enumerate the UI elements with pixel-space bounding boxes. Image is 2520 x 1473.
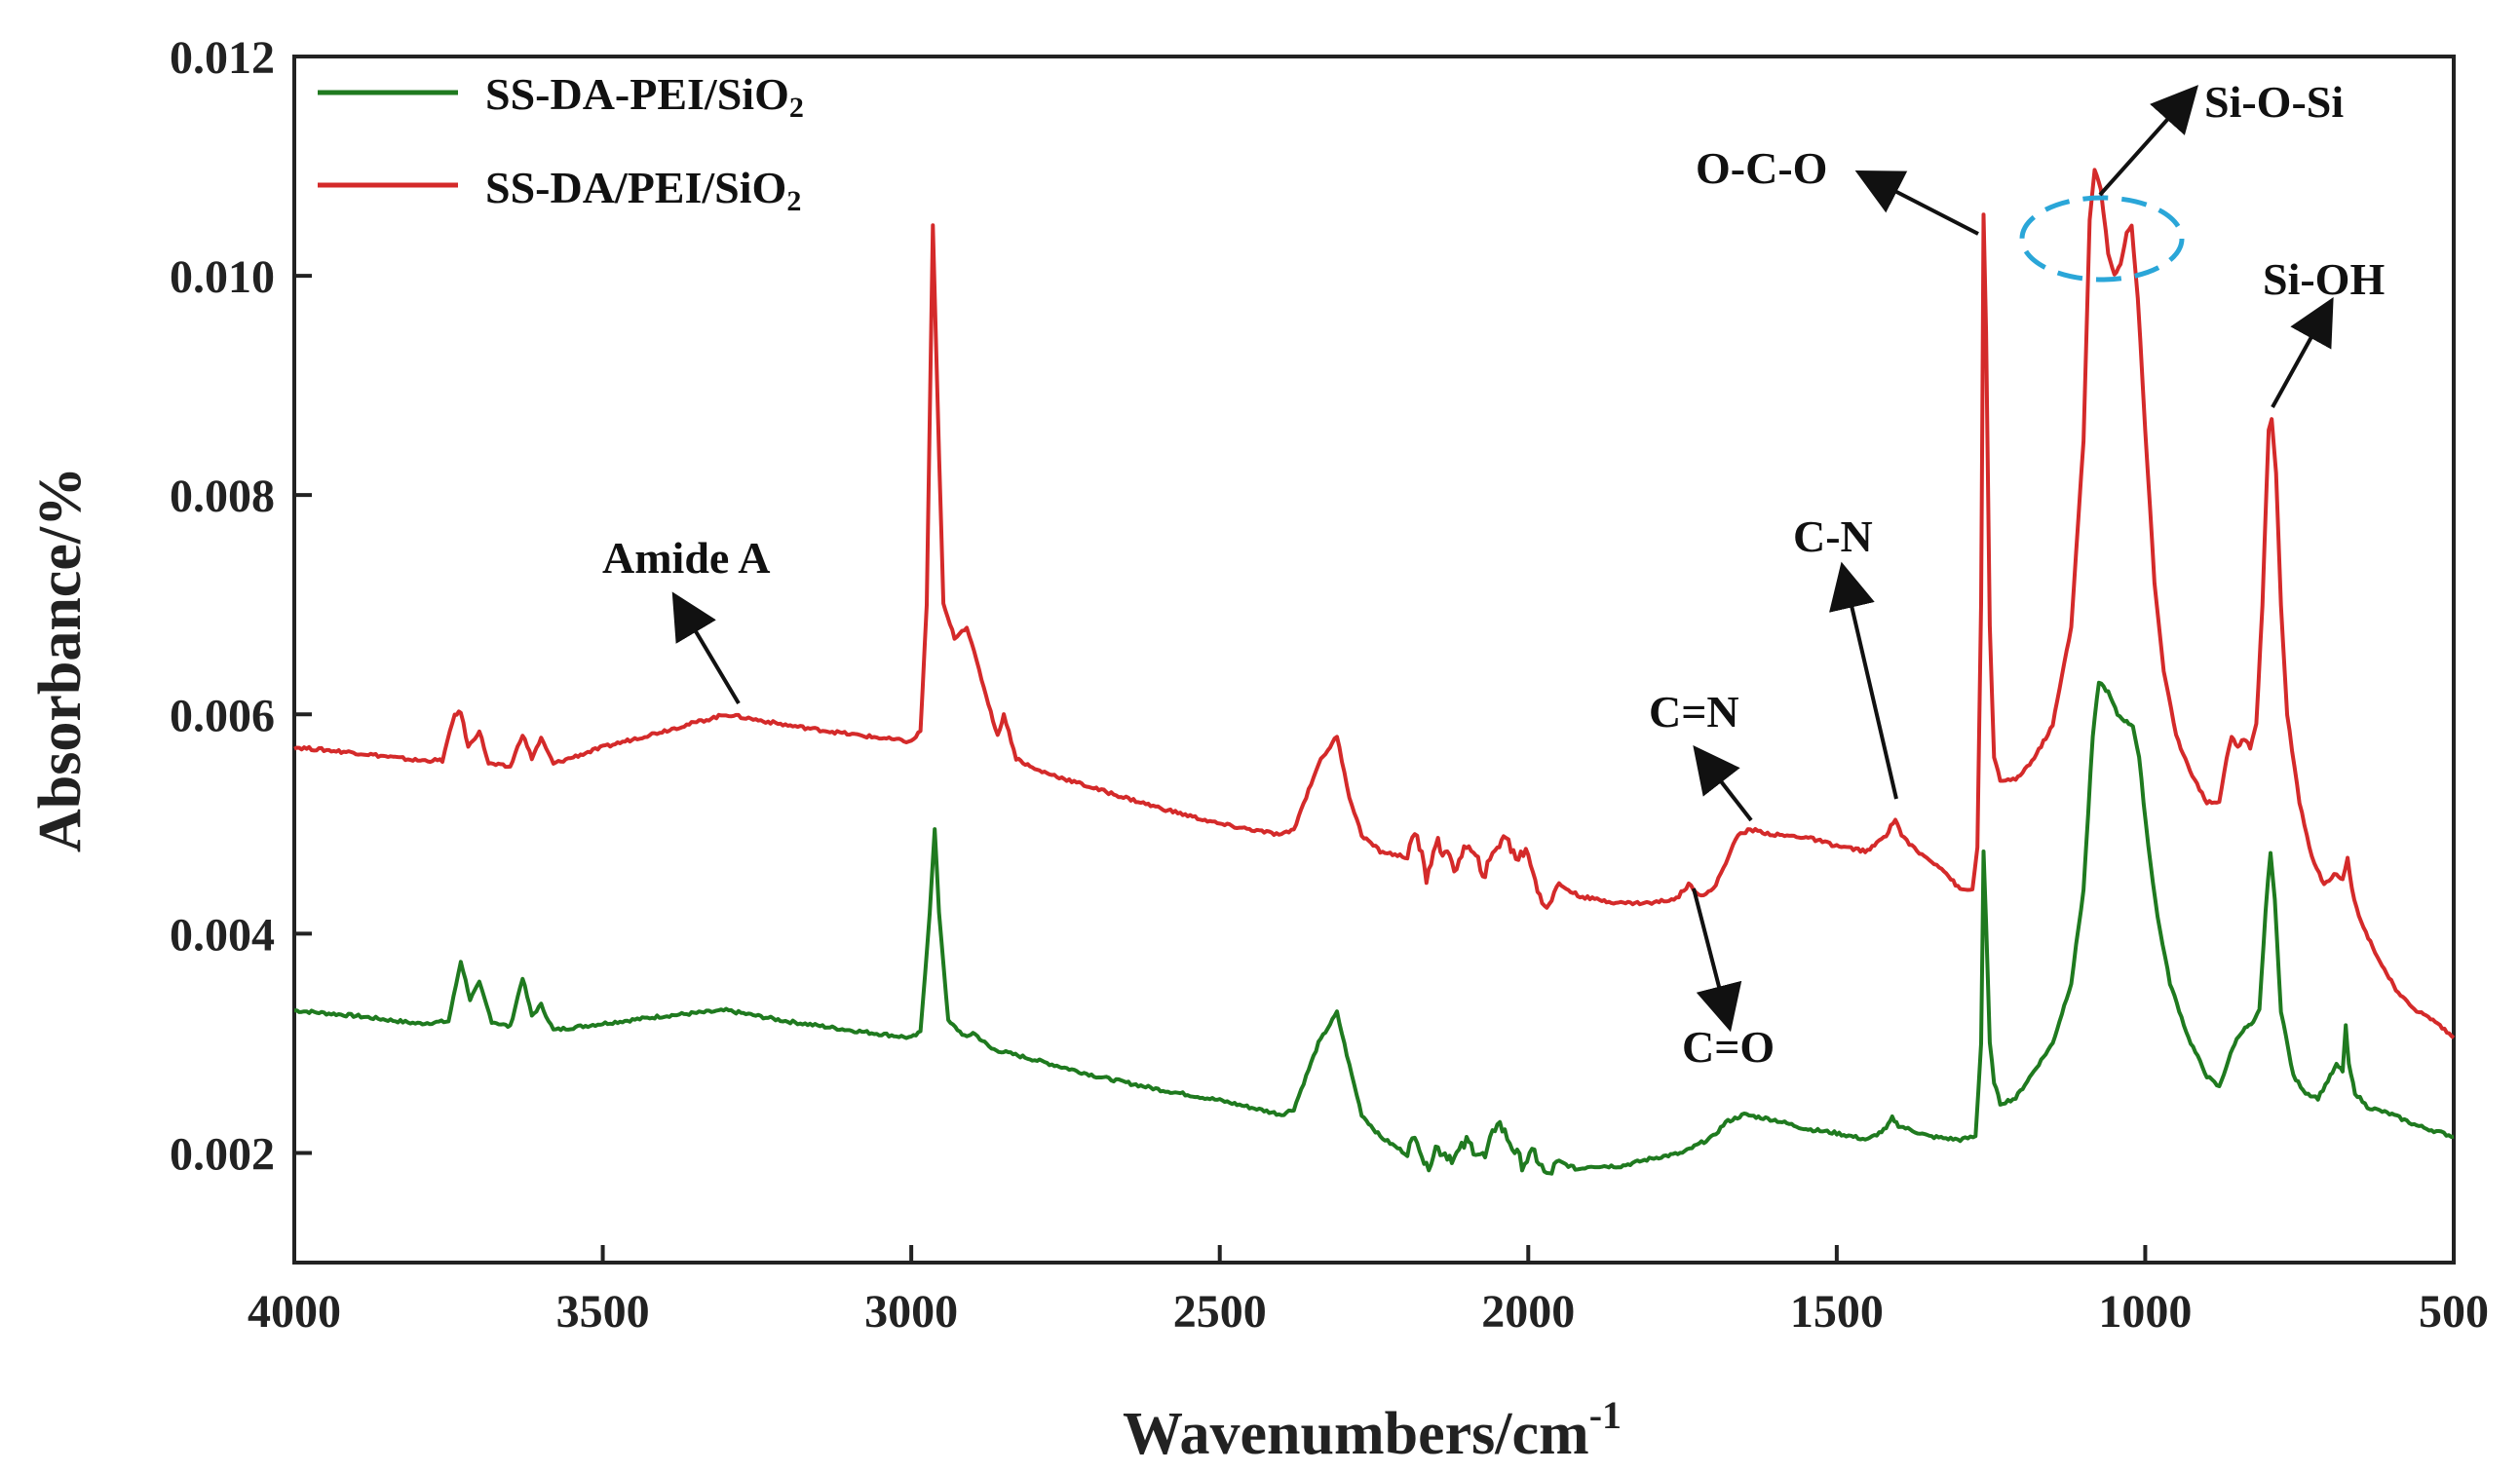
plot-frame	[292, 55, 2456, 1265]
c-eq-o-label: C=O	[1682, 1022, 1775, 1072]
x-axis-title: Wavenumbers/cm-1	[1123, 1393, 1622, 1467]
amide-a-arrow	[671, 591, 741, 705]
y-tick-label: 0.010	[170, 251, 275, 303]
si-o-si-arrow	[2098, 85, 2199, 197]
y-tick-label: 0.008	[170, 471, 275, 522]
series-layer	[293, 168, 2456, 1176]
y-tick-label: 0.004	[170, 909, 275, 961]
c-eq-n-arrow	[1693, 745, 1753, 822]
x-tick-label: 1000	[2098, 1286, 2192, 1338]
legend: SS-DA-PEI/SiO2 SS-DA/PEI/SiO2	[318, 69, 804, 217]
si-o-si-label: Si-O-Si	[2204, 77, 2344, 127]
legend-label-ss-da-slash-pei-sio2: SS-DA/PEI/SiO2	[485, 163, 801, 217]
annotation-arrows	[671, 85, 2334, 1033]
x-axis-ticks: 4000 3500 3000 2500 2000 1500 1000 500	[248, 1245, 2489, 1338]
c-eq-o-arrow	[1692, 888, 1742, 1033]
x-tick-label: 4000	[248, 1286, 341, 1338]
c-n-label: C-N	[1793, 511, 1873, 561]
amide-a-label: Amide A	[602, 533, 771, 583]
o-c-o-label: O-C-O	[1696, 143, 1827, 193]
si-oh-arrow	[2271, 297, 2334, 408]
o-c-o-arrow	[1854, 170, 1979, 236]
series-line-ss-da-slash-pei-sio2	[293, 168, 2456, 1039]
c-n-arrow	[1829, 561, 1898, 800]
y-tick-label: 0.012	[170, 32, 275, 84]
y-axis-title: Absorbance/%	[27, 467, 94, 852]
y-tick-label: 0.002	[170, 1128, 275, 1180]
x-tick-label: 2000	[1481, 1286, 1575, 1338]
si-oh-label: Si-OH	[2263, 254, 2385, 304]
c-eq-n-label: C=N	[1649, 687, 1739, 736]
legend-label-ss-da-pei-sio2: SS-DA-PEI/SiO2	[485, 69, 804, 124]
si-o-si-highlight-ellipse	[2019, 195, 2185, 283]
x-tick-label: 2500	[1173, 1286, 1267, 1338]
y-axis-ticks: 0.002 0.004 0.006 0.008 0.010 0.012	[170, 32, 312, 1180]
x-tick-label: 3500	[556, 1286, 650, 1338]
x-tick-label: 500	[2419, 1286, 2489, 1338]
annotation-labels: Amide A O-C-O Si-O-Si Si-OH C-N C=N C=O	[602, 77, 2385, 1072]
x-tick-label: 1500	[1790, 1286, 1884, 1338]
x-tick-label: 3000	[864, 1286, 958, 1338]
series-line-ss-da-pei-sio2	[294, 680, 2455, 1176]
y-tick-label: 0.006	[170, 690, 275, 741]
